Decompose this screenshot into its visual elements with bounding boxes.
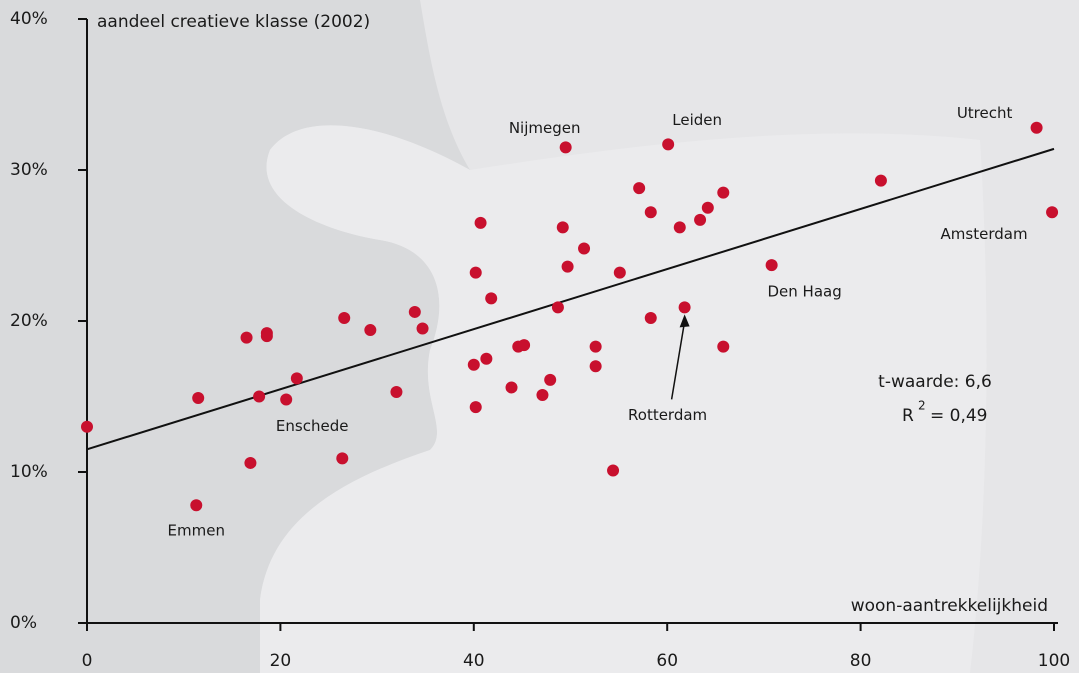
- point: [644, 206, 657, 219]
- point-label: Enschede: [276, 417, 349, 435]
- point: [505, 381, 518, 394]
- point: [480, 352, 493, 365]
- trendline: [86, 147, 1055, 451]
- point: [678, 301, 691, 314]
- point: [240, 331, 253, 344]
- point: [613, 266, 626, 279]
- point: [280, 393, 293, 406]
- x-axis-title: woon-aantrekkelijkheid: [851, 596, 1048, 616]
- point-label: Rotterdam: [628, 406, 707, 424]
- background-shape: [260, 125, 987, 673]
- point: [192, 392, 205, 405]
- point: [81, 420, 93, 433]
- point-label: Amsterdam: [941, 225, 1028, 243]
- point: [474, 216, 487, 229]
- point: [364, 324, 377, 337]
- r2-base: R: [902, 406, 914, 426]
- point-label: Leiden: [672, 111, 722, 129]
- point: [336, 452, 349, 465]
- arrow-head: [679, 314, 690, 328]
- y-tick-label: 30%: [10, 160, 48, 180]
- x-tick-label: 20: [270, 651, 292, 671]
- point: [536, 388, 549, 401]
- background-shape: [0, 0, 470, 673]
- point-label: Utrecht: [957, 104, 1013, 122]
- y-tick-label: 40%: [10, 9, 48, 29]
- point: [589, 340, 602, 353]
- point: [408, 305, 421, 318]
- point: [717, 340, 730, 353]
- x-tick-label: 40: [463, 651, 485, 671]
- point: [290, 372, 303, 385]
- t-value: t-waarde: 6,6: [878, 372, 992, 392]
- point: [578, 242, 591, 255]
- point: [589, 360, 602, 373]
- point: [253, 390, 266, 403]
- point: [244, 456, 257, 469]
- point: [469, 266, 482, 279]
- point: [633, 182, 646, 195]
- point: [544, 373, 557, 386]
- point: [518, 339, 531, 352]
- point: [673, 221, 686, 234]
- point: [717, 186, 730, 199]
- point: [260, 330, 273, 343]
- stats: t-waarde: 6,6 R 2 = 0,49: [878, 372, 992, 426]
- point-label: Den Haag: [768, 283, 842, 301]
- point: [559, 141, 572, 154]
- y-axis-title: aandeel creatieve klasse (2002): [97, 12, 370, 32]
- x-tick-label: 100: [1038, 651, 1070, 671]
- r2-rest: = 0,49: [930, 406, 988, 426]
- point: [416, 322, 429, 335]
- point: [551, 301, 564, 314]
- r2-sup: 2: [918, 399, 926, 413]
- point: [765, 259, 778, 272]
- point: [701, 201, 714, 214]
- point-label: Emmen: [168, 522, 225, 540]
- point: [485, 292, 498, 305]
- point: [874, 174, 887, 187]
- point: [644, 311, 657, 324]
- point: [561, 260, 574, 273]
- x-tick-label: 0: [82, 651, 93, 671]
- y-tick-label: 20%: [10, 311, 48, 331]
- y-tick-label: 0%: [10, 613, 37, 633]
- point: [338, 311, 351, 324]
- y-tick-label: 10%: [10, 462, 48, 482]
- annotation-arrow: [670, 321, 686, 400]
- point: [556, 221, 569, 234]
- point: [469, 401, 482, 414]
- point: [1030, 121, 1043, 134]
- point: [607, 464, 620, 477]
- point: [1046, 206, 1059, 219]
- point: [694, 213, 707, 226]
- point: [390, 385, 403, 398]
- x-tick-label: 60: [656, 651, 678, 671]
- point: [662, 138, 675, 151]
- point: [467, 358, 480, 371]
- point: [190, 499, 203, 512]
- x-tick-label: 80: [850, 651, 872, 671]
- point-label: Nijmegen: [509, 119, 581, 137]
